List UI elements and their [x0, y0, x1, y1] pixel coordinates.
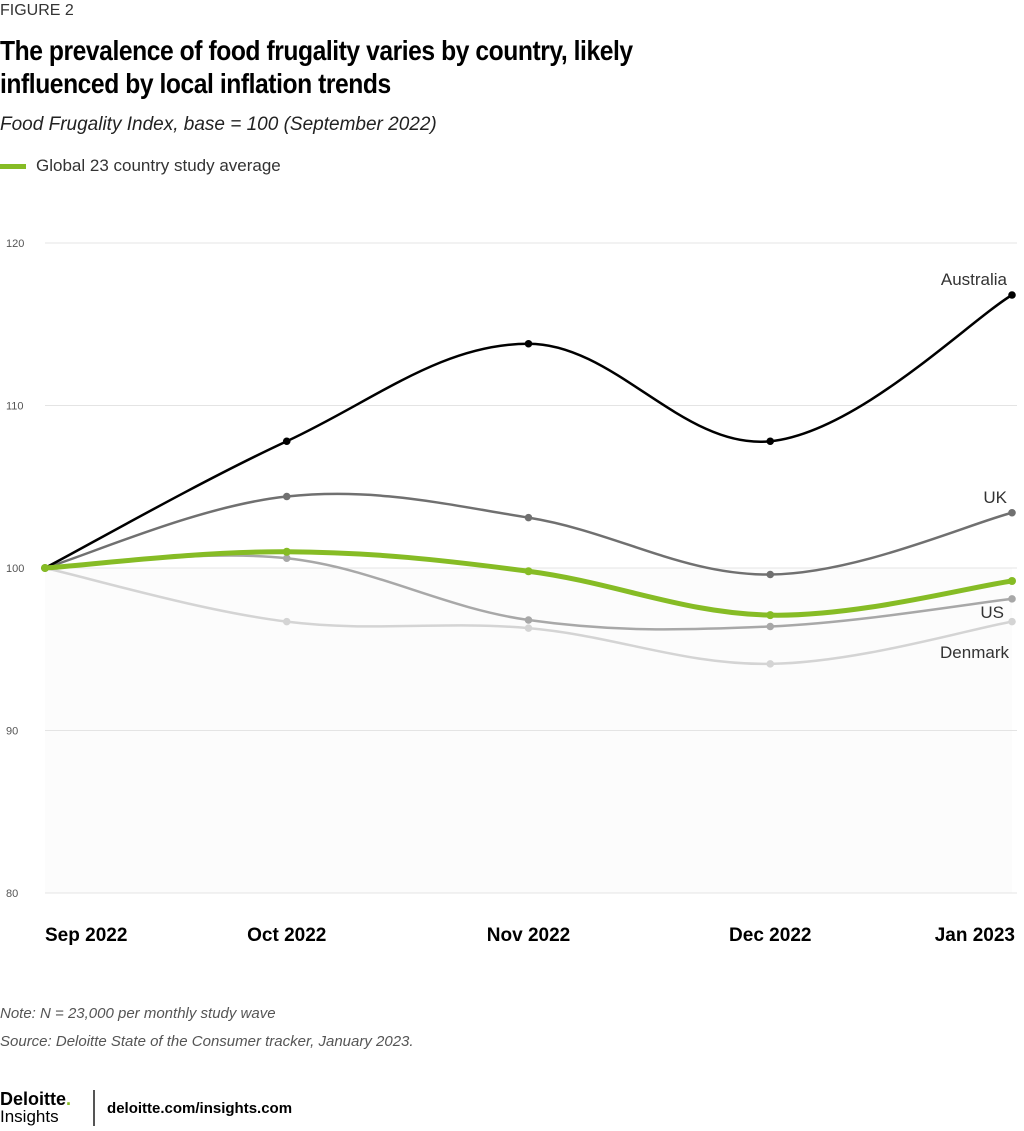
x-tick-label: Nov 2022	[487, 925, 570, 946]
data-point	[282, 554, 291, 563]
data-point	[524, 513, 533, 522]
data-point	[766, 570, 775, 579]
source: Source: Deloitte State of the Consumer t…	[0, 1033, 414, 1050]
data-point	[282, 492, 291, 501]
x-tick-label: Oct 2022	[247, 925, 326, 946]
data-point	[766, 622, 775, 631]
note: Note: N = 23,000 per monthly study wave	[0, 1005, 276, 1022]
data-point	[1008, 291, 1016, 299]
data-point	[766, 660, 775, 668]
series-label: US	[980, 603, 1004, 622]
footer: Deloitte. Insights deloitte.com/insights…	[0, 1090, 292, 1126]
chart-title: The prevalence of food frugality varies …	[0, 35, 633, 99]
figure-label: FIGURE 2	[0, 2, 74, 19]
series-label: UK	[983, 488, 1007, 507]
legend: Global 23 country study average	[0, 156, 281, 176]
chart-subtitle: Food Frugality Index, base = 100 (Septem…	[0, 114, 437, 135]
data-point	[282, 437, 291, 446]
data-point	[524, 339, 533, 348]
y-tick-label: 110	[6, 401, 24, 413]
footer-url[interactable]: deloitte.com/insights.com	[107, 1099, 293, 1117]
data-point	[1008, 508, 1016, 517]
series-line-australia	[44, 293, 1013, 570]
data-point	[282, 617, 291, 626]
line-chart: 80 90 100 110 120 Sep 2022 Oct 2022 Nov 2022 Dec…	[6, 238, 1017, 946]
data-point	[282, 547, 291, 556]
data-point	[524, 624, 533, 632]
y-tick-label: 80	[6, 888, 18, 900]
x-tick-label: Sep 2022	[45, 925, 127, 946]
series-line-uk	[44, 492, 1013, 576]
legend-label: Global 23 country study average	[36, 156, 281, 175]
data-point	[1008, 595, 1016, 603]
data-point	[766, 611, 775, 620]
data-point	[1008, 617, 1016, 626]
data-point	[41, 564, 49, 572]
legend-swatch	[0, 163, 26, 169]
y-tick-label: 90	[6, 726, 18, 738]
data-point	[524, 616, 533, 624]
divider	[93, 1090, 96, 1126]
y-tick-label: 100	[6, 563, 24, 575]
data-point	[766, 437, 775, 446]
y-tick-label: 120	[6, 238, 24, 250]
series-label: Denmark	[940, 643, 1009, 662]
data-point	[524, 567, 533, 576]
series-label: Australia	[941, 270, 1008, 289]
x-tick-label: Dec 2022	[729, 925, 811, 946]
x-tick-label: Jan 2023	[935, 925, 1015, 946]
deloitte-logo: Deloitte. Insights	[0, 1089, 72, 1126]
data-point	[1008, 577, 1016, 585]
